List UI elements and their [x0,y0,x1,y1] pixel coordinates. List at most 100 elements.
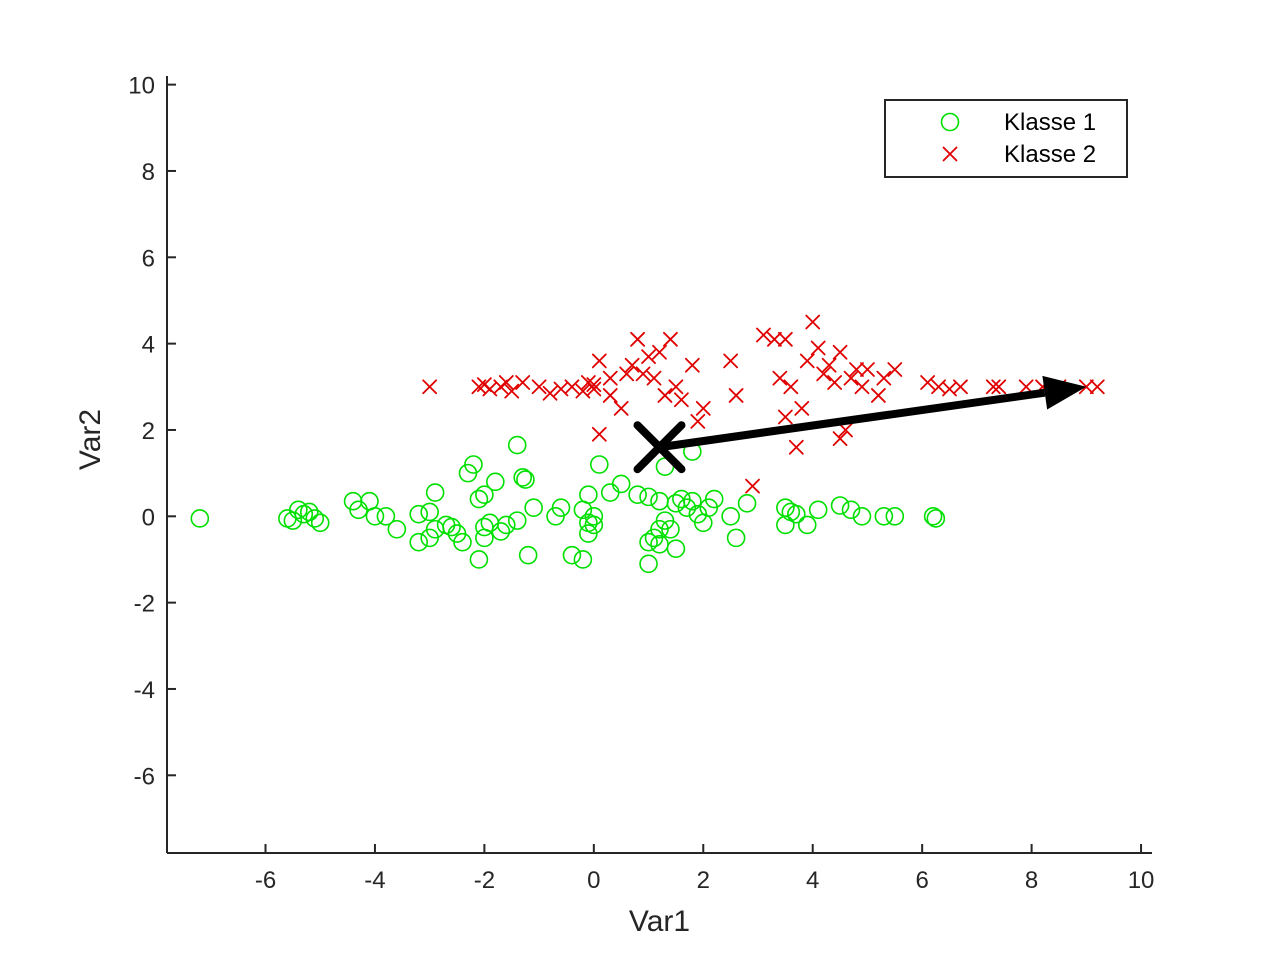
data-point-series-1 [387,519,407,539]
data-point-series-1 [737,494,757,513]
data-point-series-1 [491,522,511,541]
y-axis-title: Var2 [74,409,107,470]
mean-marker [633,421,686,474]
data-point-series-2 [832,344,848,360]
arrow-head [1042,375,1087,410]
x-tick-label: 6 [915,867,928,894]
data-point-series-1 [469,550,489,569]
data-point-series-1 [579,485,598,505]
data-point-series-2 [854,379,870,395]
data-point-series-1 [469,489,489,509]
data-point-series-2 [498,375,514,390]
data-point-series-1 [486,472,505,492]
data-point-series-2 [953,379,968,395]
data-point-series-1 [776,515,795,535]
y-tick-label: 8 [142,159,155,186]
data-point-series-2 [591,426,607,442]
data-point-series-2 [991,379,1007,395]
data-point-series-1 [409,504,429,524]
data-point-series-2 [745,478,760,494]
x-tick-label: -2 [474,867,495,894]
data-point-series-2 [777,409,793,425]
arrow-shaft [658,388,1046,452]
data-point-series-1 [639,532,658,552]
x-axis-title: Var1 [629,905,690,938]
data-point-series-2 [422,379,438,395]
data-point-series-2 [728,388,744,403]
data-point-series-2 [821,357,837,373]
data-point-series-1 [808,500,828,520]
data-point-series-1 [289,500,308,520]
data-point-series-1 [480,513,500,533]
data-point-series-2 [646,370,662,386]
data-point-series-1 [721,506,740,526]
data-point-series-1 [425,483,445,502]
data-point-series-2 [690,413,706,429]
data-point-series-2 [695,400,711,416]
data-point-series-1 [190,509,210,528]
data-point-series-1 [661,519,680,539]
data-point-series-2 [619,366,635,382]
data-point-series-1 [590,455,609,474]
data-point-series-1 [584,515,604,535]
data-point-series-1 [926,509,946,528]
y-tick-label: -2 [134,591,155,618]
data-point-series-2 [827,375,843,390]
data-point-series-2 [887,362,903,377]
data-point-series-1 [475,485,494,505]
data-point-series-2 [586,377,602,393]
data-point-series-1 [628,485,647,505]
data-point-series-2 [876,370,892,386]
data-point-series-2 [860,362,875,377]
legend-label: Klasse 1 [1004,109,1096,136]
y-tick-label: -4 [134,677,155,704]
data-point-series-2 [684,357,700,373]
data-point-series-1 [310,513,330,533]
data-point-series-2 [613,400,629,416]
tick-marks: -6 -4 -2 0 2 4 6 8 10 -6 -4 -2 0 2 4 6 8 10 [128,73,1154,894]
data-point-series-2 [843,370,859,386]
data-point-series-1 [496,515,516,535]
y-tick-label: 4 [142,332,155,359]
data-point-series-1 [507,435,527,455]
data-point-series-1 [365,506,385,526]
x-tick-label: -4 [364,867,385,894]
data-point-series-2 [799,353,815,369]
data-point-series-2 [586,381,602,397]
annotation [633,375,1087,474]
data-point-series-2 [673,392,689,408]
data-point-series-1 [551,498,571,517]
data-point-series-2 [756,327,771,343]
data-point-series-1 [704,489,724,509]
data-point-series-2 [816,366,832,382]
data-points [190,314,1105,574]
data-point-series-2 [772,370,788,386]
data-point-series-2 [504,383,520,399]
y-tick-label: 6 [142,245,155,272]
data-point-series-1 [475,517,494,537]
data-point-series-2 [767,331,782,347]
data-point-series-1 [841,500,861,520]
data-point-series-1 [639,487,658,507]
y-tick-label: -6 [134,763,155,790]
data-point-series-1 [666,494,686,513]
data-point-series-1 [562,545,582,565]
x-tick-label: 10 [1128,867,1155,894]
data-point-series-1 [376,506,396,526]
x-tick-label: 8 [1025,867,1038,894]
data-point-series-1 [305,509,325,528]
data-point-series-1 [584,506,604,526]
data-point-series-1 [442,517,461,537]
legend-entries: Klasse 1 Klasse 2 [940,109,1096,168]
legend: Klasse 1 Klasse 2 [884,99,1128,178]
data-point-series-1 [513,468,532,487]
data-point-series-2 [515,375,531,390]
data-point-series-2 [657,388,673,403]
data-point-series-1 [409,532,429,552]
data-point-series-2 [849,362,864,377]
data-point-series-1 [874,506,894,526]
data-point-series-2 [668,379,684,395]
data-point-series-1 [518,545,538,565]
x-tick-label: 2 [697,867,710,894]
